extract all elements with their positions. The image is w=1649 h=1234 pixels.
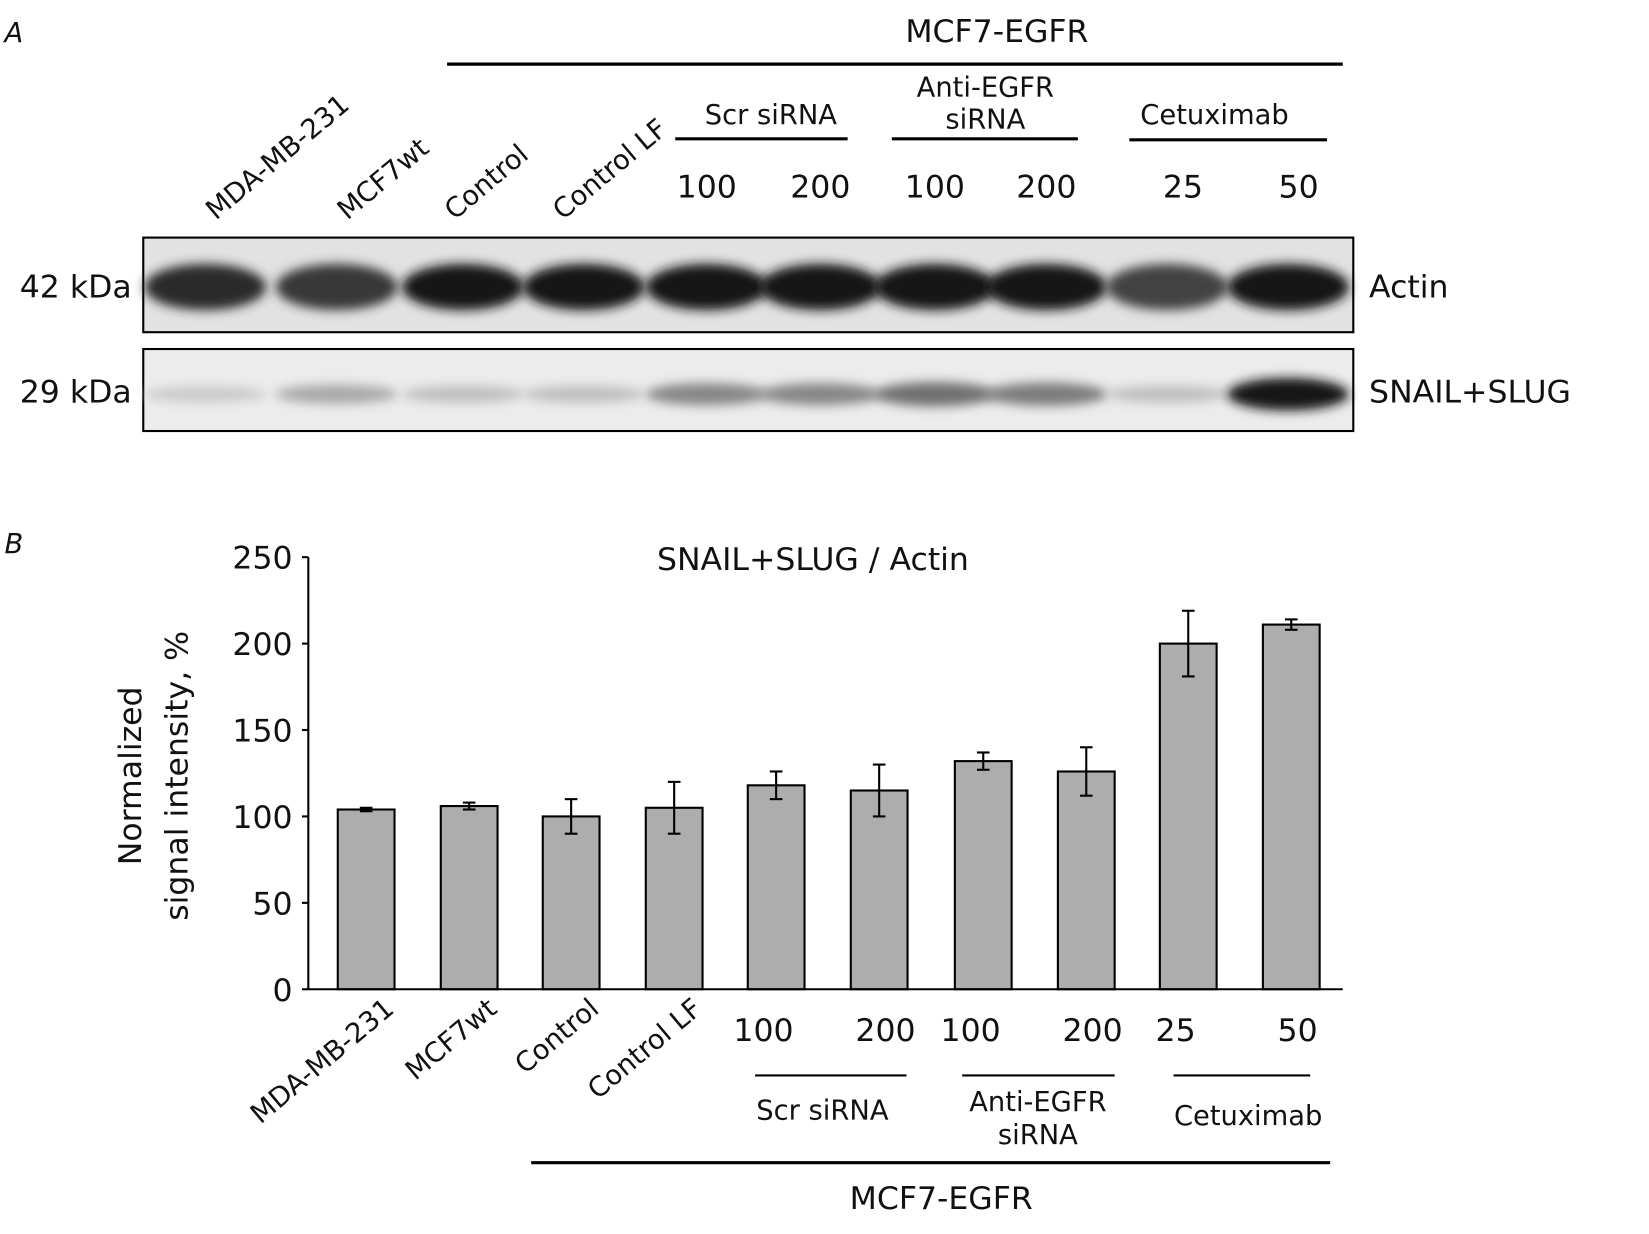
y-tick-label: 200 [232, 627, 292, 663]
blot-band [759, 263, 882, 311]
protein-label: Actin [1369, 270, 1448, 306]
y-tick-label: 100 [232, 800, 292, 836]
y-tick-label: 50 [252, 886, 292, 922]
x-tick-label: 100 [941, 1013, 1001, 1049]
bar [439, 805, 499, 991]
chart-title: SNAIL+SLUG / Actin [657, 542, 969, 578]
blot-band [1227, 263, 1350, 311]
blot-band [522, 263, 645, 311]
blot-band [144, 263, 267, 311]
subgroup-label-a: Scr siRNA [705, 100, 838, 131]
blot-band [645, 263, 768, 311]
bar [1158, 642, 1218, 991]
x-tick-label: 25 [1156, 1013, 1196, 1049]
x-tick-label: 200 [855, 1013, 915, 1049]
x-tick-label: Control [509, 993, 605, 1080]
dose-label-a: 100 [905, 170, 965, 206]
y-tick-label: 150 [232, 714, 292, 750]
lane-label-a: MDA-MB-231 [200, 89, 355, 226]
dose-label-a: 25 [1163, 170, 1203, 206]
kda-label: 29 kDa [20, 375, 132, 411]
subgroup-label-a-line2: siRNA [945, 104, 1025, 135]
bar [953, 760, 1013, 991]
dose-label-a: 50 [1279, 170, 1319, 206]
blot-band [401, 385, 524, 403]
x-tick-label: Control LF [582, 993, 708, 1106]
blot-band [275, 263, 398, 311]
y-tick-label: 250 [232, 541, 292, 577]
blot-band [522, 385, 645, 403]
dose-label-a: 200 [1016, 170, 1076, 206]
blot-band [1227, 377, 1350, 411]
blot-band [985, 382, 1108, 406]
subgroup-label-b-line1: Anti-EGFR [969, 1087, 1106, 1118]
mcf7-egfr-title-b: MCF7-EGFR [850, 1181, 1033, 1217]
subgroup-label-b: Scr siRNA [756, 1096, 889, 1127]
x-tick-label: 100 [733, 1013, 793, 1049]
subgroup-label-b: Cetuximab [1174, 1101, 1322, 1132]
blot-band [759, 383, 882, 406]
y-axis-label-line1: Normalized [113, 686, 149, 865]
blot-snail-slug: 29 kDa SNAIL+SLUG [20, 347, 1571, 433]
y-tick-label: 0 [272, 973, 292, 1009]
blot-band [1106, 385, 1229, 403]
blot-band [401, 263, 524, 311]
mcf7-egfr-title-a: MCF7-EGFR [905, 14, 1088, 50]
y-axis-label-line2: signal intensity, % [159, 631, 195, 921]
subgroup-label-a-line1: Anti-EGFR [917, 73, 1054, 104]
protein-label: SNAIL+SLUG [1369, 375, 1571, 411]
lane-label-a: MCF7wt [332, 132, 436, 226]
blot-band [873, 382, 996, 407]
panel-a-label: A [3, 18, 24, 49]
panel-b-label: B [5, 529, 24, 560]
blot-band [873, 263, 996, 311]
bar [746, 784, 806, 991]
bar [541, 815, 601, 991]
bar [336, 808, 396, 991]
blot-band [985, 263, 1108, 311]
x-tick-label: 200 [1062, 1013, 1122, 1049]
dose-label-a: 200 [790, 170, 850, 206]
subgroup-label-a: Cetuximab [1140, 100, 1288, 131]
bar [849, 789, 909, 991]
dose-label-a: 100 [677, 170, 737, 206]
x-tick-label: MCF7wt [400, 993, 504, 1087]
lane-label-a: Control LF [547, 113, 673, 226]
bar [1261, 623, 1321, 991]
blot-band [275, 384, 398, 404]
blot-band [1106, 263, 1229, 311]
x-tick-label: MDA-MB-231 [245, 993, 400, 1130]
lane-label-a: Control [439, 139, 535, 226]
subgroup-label-b-line2: siRNA [998, 1120, 1078, 1151]
blot-band [144, 386, 267, 403]
bar [644, 806, 704, 991]
x-tick-label: 50 [1278, 1013, 1318, 1049]
blot-band [645, 383, 768, 406]
blot-actin: 42 kDa Actin [20, 236, 1448, 334]
kda-label: 42 kDa [20, 270, 132, 306]
bar [1056, 770, 1116, 991]
